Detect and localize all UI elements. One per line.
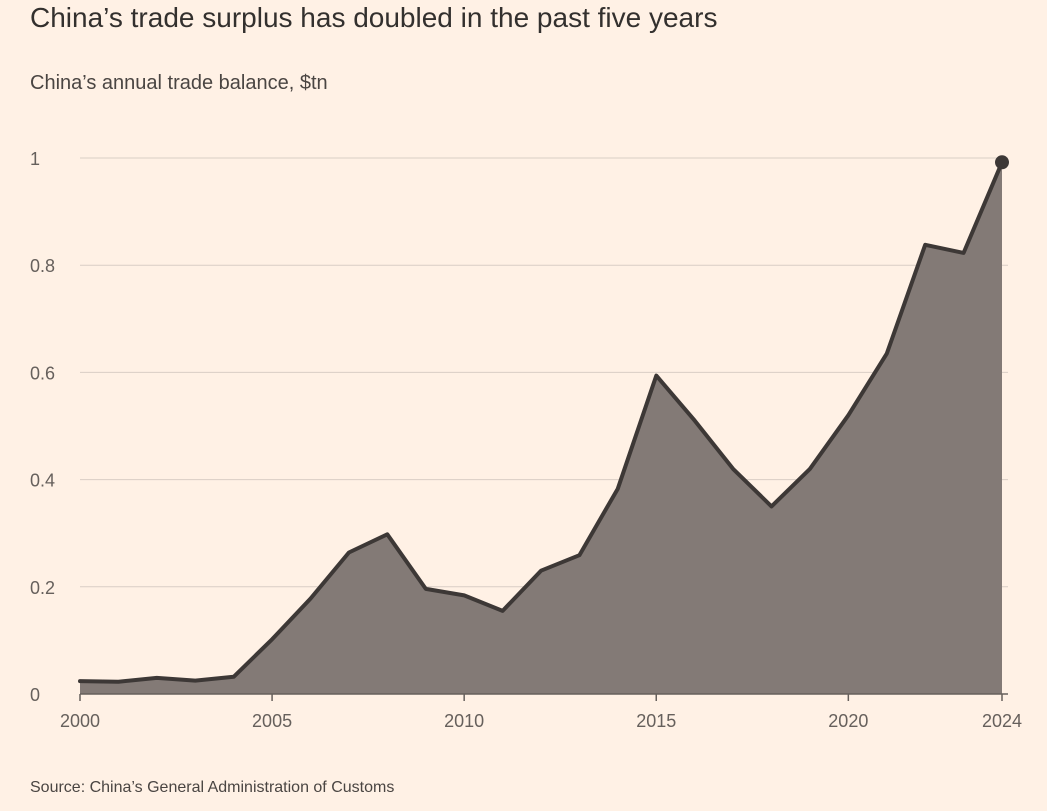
end-point-marker: [995, 155, 1009, 170]
y-tick-label: 0: [30, 685, 40, 705]
y-tick-label: 0.6: [30, 363, 55, 383]
x-tick-label: 2005: [252, 711, 292, 731]
series-area: [80, 162, 1002, 695]
x-tick-label: 2015: [636, 711, 676, 731]
source-note: Source: China’s General Administration o…: [30, 779, 395, 796]
x-tick-label: 2020: [828, 711, 868, 731]
x-tick-label: 2024: [982, 711, 1022, 731]
series-line: [78, 160, 1004, 684]
y-tick-label: 0.8: [30, 256, 55, 276]
x-tick-label: 2010: [444, 711, 484, 731]
y-tick-label: 0.2: [30, 578, 55, 598]
y-tick-label: 0.4: [30, 471, 55, 491]
chart-title: China’s trade surplus has doubled in the…: [30, 2, 718, 33]
y-tick-label: 1: [30, 149, 40, 169]
chart-subtitle: China’s annual trade balance, $tn: [30, 72, 328, 94]
x-tick-label: 2000: [60, 711, 100, 731]
